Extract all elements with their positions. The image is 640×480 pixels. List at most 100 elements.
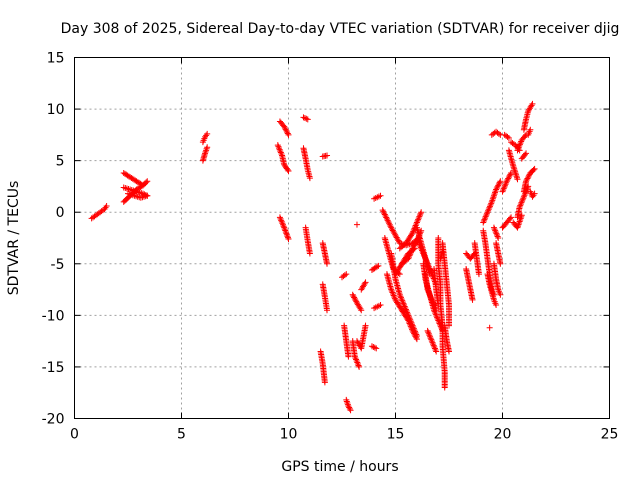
data-point (352, 297, 359, 304)
data-point (493, 185, 500, 192)
data-point (415, 216, 422, 223)
data-point (425, 330, 432, 337)
data-point (427, 293, 434, 300)
data-point (420, 250, 427, 257)
data-point (281, 224, 288, 231)
data-point (430, 341, 437, 348)
data-point (284, 234, 291, 241)
data-point (285, 167, 292, 174)
data-point (409, 321, 416, 328)
data-point (517, 201, 524, 208)
data-point (144, 178, 151, 185)
data-point (353, 358, 360, 365)
data-point (386, 220, 393, 227)
data-point (411, 245, 418, 252)
data-point (521, 151, 528, 158)
data-point (282, 227, 289, 234)
data-point (471, 250, 478, 257)
data-point (500, 185, 507, 192)
data-point (383, 214, 390, 221)
data-point (345, 353, 352, 360)
data-point (486, 324, 493, 331)
data-point (485, 207, 492, 214)
y-tick-label: -20 (42, 412, 65, 428)
data-point (362, 322, 369, 329)
data-point (523, 178, 530, 185)
data-point (396, 291, 403, 298)
data-point (416, 240, 423, 247)
y-tick-label: 10 (47, 102, 65, 118)
data-point (351, 353, 358, 360)
data-point (408, 319, 415, 326)
data-point (518, 199, 525, 206)
data-point (285, 236, 292, 243)
data-point (429, 339, 436, 346)
data-point (508, 214, 515, 221)
data-point (398, 294, 405, 301)
data-point (469, 296, 476, 303)
data-point (103, 203, 110, 210)
data-point (527, 126, 534, 133)
data-point (519, 196, 526, 203)
data-point (531, 165, 538, 172)
data-point (300, 114, 307, 121)
data-point (519, 198, 526, 205)
data-point (425, 263, 432, 270)
data-point (494, 233, 501, 240)
data-point (303, 115, 310, 122)
data-point (420, 251, 427, 258)
data-point (399, 297, 406, 304)
data-point (347, 407, 354, 414)
data-point (341, 272, 348, 279)
data-point (409, 322, 416, 329)
y-tick-label: -5 (51, 257, 65, 273)
data-point (274, 142, 281, 149)
data-point (397, 293, 404, 300)
data-point (407, 316, 414, 323)
data-point (421, 253, 428, 260)
data-point (408, 231, 415, 238)
data-point (283, 230, 290, 237)
data-point (353, 221, 360, 228)
data-point (432, 346, 439, 353)
data-point (501, 182, 508, 189)
data-point (523, 150, 530, 157)
data-point (530, 166, 537, 173)
data-point (413, 332, 420, 339)
x-tick-label: 15 (387, 427, 405, 443)
data-point (504, 176, 511, 183)
data-point (495, 181, 502, 188)
data-point (436, 320, 443, 327)
x-tick-label: 5 (177, 427, 186, 443)
data-point (282, 126, 289, 133)
data-point (430, 299, 437, 306)
data-point (279, 221, 286, 228)
plot-frame (74, 57, 610, 419)
data-point (423, 257, 430, 264)
data-point (283, 127, 290, 134)
data-point (354, 359, 361, 366)
data-point (497, 260, 504, 267)
data-point (388, 286, 395, 293)
data-point (425, 288, 432, 295)
data-point (411, 327, 418, 334)
data-point (470, 251, 477, 258)
data-point (483, 212, 490, 219)
data-point (277, 215, 284, 222)
data-point (482, 215, 489, 222)
data-point (304, 116, 311, 123)
data-point (428, 295, 435, 302)
data-point (417, 244, 424, 251)
data-point (377, 192, 384, 199)
data-point (416, 212, 423, 219)
data-point (301, 115, 308, 122)
data-point (410, 325, 417, 332)
x-tick-label: 0 (70, 427, 79, 443)
data-point (371, 344, 378, 351)
data-point (422, 256, 429, 263)
data-point (475, 271, 482, 278)
data-point (427, 335, 434, 342)
data-point (407, 318, 414, 325)
data-point (282, 228, 289, 235)
data-point (402, 306, 409, 313)
